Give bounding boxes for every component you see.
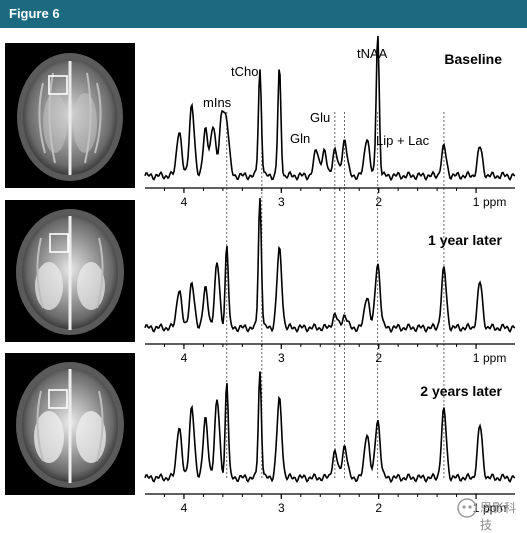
peak-label-mins: mIns: [203, 95, 232, 110]
watermark-text: 思影科技: [480, 501, 517, 532]
spectrum-1-year-later: 1 year later 4 3 2 1 ppm: [144, 197, 516, 365]
watermark: 思影科技: [454, 497, 524, 532]
peak-label-glu: Glu: [310, 110, 330, 125]
x-axis-tick-label: 4: [181, 351, 188, 365]
voxel-box: [48, 75, 68, 95]
x-axis-tick-label: 4: [181, 195, 188, 209]
x-axis-tick-label: 1: [473, 195, 480, 209]
spectrum-2-years-later: 2 years later 4 3 2 1 ppm: [144, 371, 516, 515]
peak-label-tnaa: tNAA: [357, 46, 388, 61]
x-axis-unit-label: ppm: [483, 501, 506, 515]
spectrum-label-baseline: Baseline: [444, 51, 502, 67]
peak-label-lip-lac: Lip + Lac: [376, 133, 430, 148]
peak-label-tcho: tCho: [231, 64, 258, 79]
x-axis-tick-label: 3: [278, 501, 285, 515]
x-axis-tick-label: 3: [278, 351, 285, 365]
spectrum-trace-baseline: [144, 35, 516, 182]
mri-image-2-years-later: [5, 353, 135, 495]
spectrum-trace-2-years-later: [144, 371, 516, 484]
reference-lines: [226, 112, 445, 480]
spectrum-label-1-year-later-text: 1 year later: [428, 232, 502, 248]
mri-image-1-year-later: [5, 200, 135, 342]
spectrum-label-2-years-later: 2 years later: [420, 383, 502, 399]
x-axis-tick-label: 2: [375, 195, 382, 209]
x-axis-unit-label: ppm: [483, 195, 506, 209]
spectrum-trace-1-year-later: [144, 197, 516, 334]
x-axis-unit-label: ppm: [483, 351, 506, 365]
mri-image-baseline: [5, 43, 135, 188]
x-axis-tick-label: 2: [375, 501, 382, 515]
spectrum-baseline: Baseline mIns tCho Gln Glu tNAA Lip + La…: [144, 35, 516, 209]
x-axis-tick-label: 1: [473, 351, 480, 365]
peak-label-gln: Gln: [290, 131, 310, 146]
figure-title: Figure 6: [9, 6, 60, 21]
x-axis-tick-label: 4: [181, 501, 188, 515]
spectrum-label-1-year-later: 1 year later: [428, 232, 502, 248]
x-axis-baseline: 4 3 2 1 ppm: [145, 187, 515, 209]
spectrum-label-2-years-later-text: 2 years later: [420, 383, 502, 399]
x-axis-tick-label: 2: [375, 351, 382, 365]
watermark-logo-icon: [457, 498, 477, 518]
x-axis-tick-label: 3: [278, 195, 285, 209]
x-axis-1-year-later: 4 3 2 1 ppm: [145, 343, 515, 365]
figure-header: Figure 6: [0, 0, 527, 28]
